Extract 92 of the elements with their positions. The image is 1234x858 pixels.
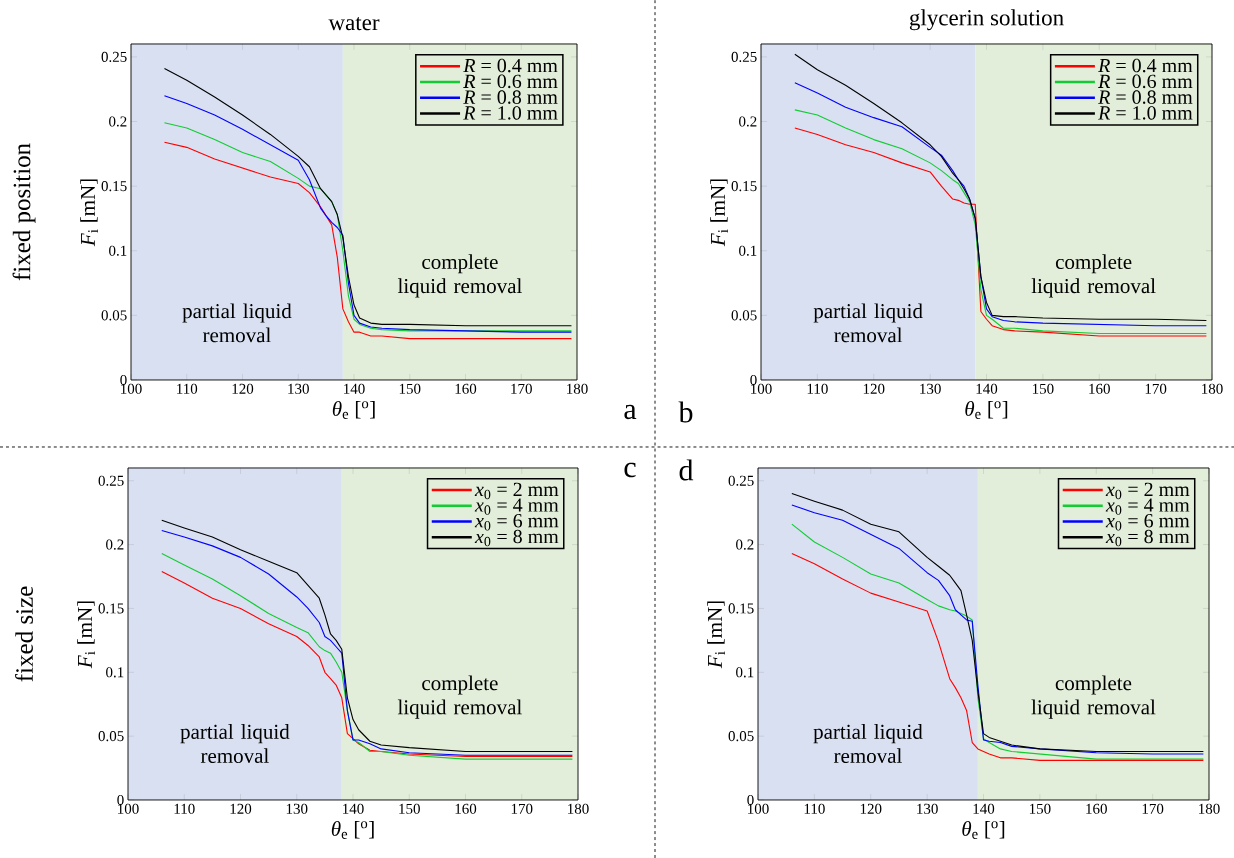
x-axis-title: θ$_{e}$ [$^{o}$] <box>962 820 1005 839</box>
y-tick-label: 0.25 <box>728 475 754 486</box>
x-tick-label: 160 <box>1089 383 1110 394</box>
x-tick-label: 160 <box>455 383 477 394</box>
y-tick-label: 0.2 <box>106 539 124 550</box>
x-tick-label: 180 <box>1199 803 1220 814</box>
x-tick-label: 100 <box>751 383 772 394</box>
y-tick-label: 0 <box>750 374 757 386</box>
text: c <box>624 462 636 478</box>
x-tick-label: 120 <box>232 383 254 394</box>
y-tick-label: 0.15 <box>98 603 124 614</box>
legend-label: R = 0.6 mm <box>463 74 558 89</box>
y-tick-label: 0.15 <box>101 181 127 192</box>
x-tick-label: 110 <box>177 383 198 394</box>
x-tick-label: 160 <box>455 803 477 814</box>
x-tick-label: 140 <box>973 803 995 814</box>
band-label: complete liquid removal <box>1031 675 1156 719</box>
band-label: partial liquid removal <box>182 303 292 343</box>
legend-label: R = 1.0 mm <box>463 106 558 120</box>
y-tick-label: 0 <box>120 374 127 386</box>
x-tick-label: 170 <box>1145 383 1167 394</box>
y-tick-label: 0.15 <box>728 603 754 614</box>
legend-label: R = 1.0 mm <box>1098 106 1193 120</box>
legend-label: R = 0.4 mm <box>1098 58 1193 73</box>
x-tick-label: 100 <box>748 803 769 814</box>
y-axis-title: F$_{i}$ [mN] <box>707 601 725 669</box>
text: a <box>624 404 637 420</box>
x-tick-label: 170 <box>511 383 532 394</box>
legend-label: R = 0.8 mm <box>1098 90 1193 104</box>
legend-label: R = 0.4 mm <box>463 58 558 73</box>
y-tick-label: 0.05 <box>101 310 127 321</box>
y-axis-title: F$_{i}$ [mN] <box>77 601 95 669</box>
x-tick-label: 110 <box>804 803 825 814</box>
y-tick-label: 0.2 <box>739 116 757 127</box>
x-tick-label: 120 <box>863 383 885 394</box>
text: d <box>679 459 694 481</box>
x-tick-label: 180 <box>567 383 588 394</box>
x-tick-label: 100 <box>121 383 142 394</box>
x-tick-label: 110 <box>807 383 828 394</box>
x-tick-label: 130 <box>288 383 309 394</box>
x-tick-label: 180 <box>1202 383 1223 394</box>
x-tick-label: 170 <box>1142 803 1164 814</box>
x-tick-label: 140 <box>976 383 998 394</box>
band-label: complete liquid removal <box>1031 254 1156 298</box>
y-tick-label: 0 <box>117 794 124 806</box>
y-tick-label: 0.05 <box>98 731 124 742</box>
x-tick-label: 160 <box>1086 803 1107 814</box>
x-tick-label: 100 <box>118 803 139 814</box>
y-axis-title: F$_{i}$ [mN] <box>710 179 728 247</box>
y-tick-label: 0.1 <box>739 245 757 256</box>
y-tick-label: 0.1 <box>736 667 754 678</box>
y-tick-label: 0.15 <box>731 181 757 192</box>
y-tick-label: 0.1 <box>106 667 124 678</box>
legend-label: R = 0.8 mm <box>463 90 558 104</box>
y-tick-label: 0.2 <box>109 116 127 127</box>
y-tick-label: 0.05 <box>728 731 754 742</box>
text: b <box>678 401 693 423</box>
x-tick-label: 180 <box>568 803 589 814</box>
x-tick-label: 110 <box>174 803 195 814</box>
x-tick-label: 170 <box>511 803 533 814</box>
band-label: complete liquid removal <box>397 254 522 298</box>
x-tick-label: 120 <box>230 803 252 814</box>
band-label: partial liquid removal <box>180 724 290 763</box>
y-tick-label: 0.05 <box>731 310 757 321</box>
x-tick-label: 130 <box>286 803 308 814</box>
y-tick-label: 0.25 <box>98 475 124 486</box>
text: fixed position <box>12 143 36 281</box>
chart-title: glycerin solution <box>909 9 1064 31</box>
y-tick-label: 0 <box>747 794 754 806</box>
x-tick-label: 130 <box>917 803 938 814</box>
band-label: partial liquid removal <box>813 724 923 763</box>
x-tick-label: 150 <box>399 383 421 394</box>
legend-label: R = 0.6 mm <box>1098 74 1193 89</box>
y-tick-label: 0.2 <box>736 539 754 550</box>
x-tick-label: 120 <box>860 803 882 814</box>
x-tick-label: 150 <box>1029 803 1051 814</box>
y-tick-label: 0.25 <box>731 51 757 62</box>
x-tick-label: 140 <box>343 803 364 814</box>
text: fixed size <box>15 586 33 682</box>
x-tick-label: 130 <box>920 383 941 394</box>
band-label: complete liquid removal <box>397 675 522 719</box>
x-axis-title: θ$_{e}$ [$^{o}$] <box>331 820 374 839</box>
band-label: partial liquid removal <box>813 303 923 343</box>
x-axis-title: θ$_{e}$ [$^{o}$] <box>965 400 1008 419</box>
x-axis-title: θ$_{e}$ [$^{o}$] <box>332 400 375 419</box>
x-tick-label: 140 <box>344 383 365 394</box>
y-tick-label: 0.25 <box>101 51 127 62</box>
x-tick-label: 150 <box>1032 383 1054 394</box>
y-axis-title: F$_{i}$ [mN] <box>80 179 98 247</box>
chart-title: water <box>328 17 380 31</box>
x-tick-label: 150 <box>399 803 420 814</box>
y-tick-label: 0.1 <box>109 245 127 256</box>
